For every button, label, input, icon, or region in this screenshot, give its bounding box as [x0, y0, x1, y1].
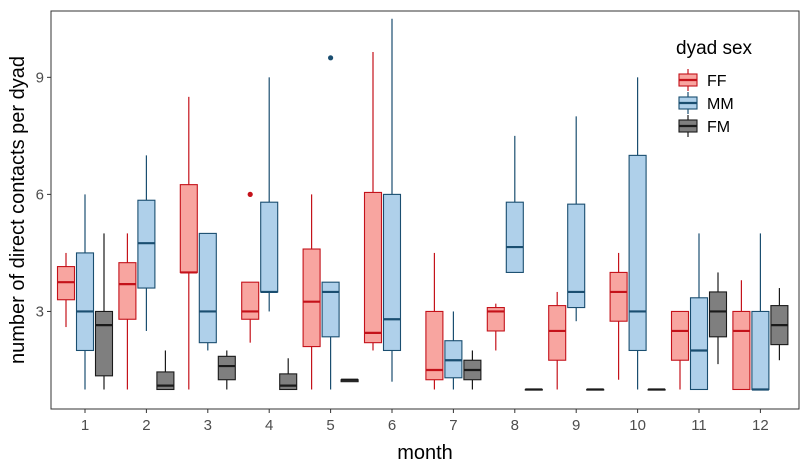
box-body: [279, 373, 298, 391]
box-FF-month-10: [609, 252, 628, 380]
box-FM-month-5: [340, 378, 359, 383]
box-MM-month-3: [198, 232, 217, 351]
box-body: [94, 310, 114, 377]
box-body: [241, 281, 260, 320]
box-FM-month-4: [279, 358, 298, 391]
legend-title: dyad sex: [676, 38, 753, 59]
box-FF-month-9: [548, 291, 567, 390]
box-body: [609, 271, 628, 322]
box-MM-month-8: [505, 135, 524, 273]
box-body: [548, 305, 567, 361]
legend-item-MM: MM: [678, 92, 734, 114]
x-axis: 1 2 3 4 5 6 7 8 9 10 11 12: [81, 409, 769, 434]
box-FM-month-8: [524, 388, 543, 391]
box-body: [628, 154, 647, 352]
legend-label-FF: FF: [707, 73, 727, 90]
box-MM-month-12: [751, 233, 770, 391]
series-FM: [94, 233, 789, 391]
y-tick-label-9: 9: [36, 69, 44, 86]
x-tick-label-9: 9: [572, 417, 580, 434]
box-FF-month-8: [486, 303, 505, 351]
box-FM-month-7: [463, 350, 482, 390]
box-body: [198, 232, 217, 344]
box-body: [302, 248, 321, 348]
series-MM: [75, 18, 770, 391]
box-FF-month-3: [179, 96, 198, 390]
y-axis-title: number of direct contacts per dyad: [7, 56, 29, 364]
box-body: [486, 306, 505, 332]
box-body: [363, 191, 383, 344]
legend-label-FM: FM: [707, 119, 730, 136]
box-body: [505, 201, 524, 273]
x-tick-label-11: 11: [691, 417, 707, 434]
box-FM-month-11: [708, 272, 728, 365]
box-FF-month-11: [670, 310, 690, 390]
box-MM-month-1: [75, 194, 95, 390]
legend-item-FF: FF: [678, 69, 727, 91]
box-series-layer: [56, 18, 789, 391]
box-body: [260, 201, 279, 293]
box-FM-month-3: [217, 350, 236, 390]
box-FF-month-6: [363, 51, 383, 351]
box-body: [751, 310, 770, 391]
box-FM-month-12: [770, 288, 789, 361]
box-FM-month-2: [156, 350, 175, 391]
box-FF-month-5: [302, 194, 321, 390]
box-FM-month-10: [647, 388, 666, 391]
box-body: [670, 310, 690, 361]
x-tick-label-3: 3: [204, 417, 212, 434]
x-axis-title: month: [397, 442, 453, 464]
box-MM-month-9: [567, 116, 586, 322]
box-FF-month-7: [425, 252, 444, 390]
box-MM-month-11: [689, 233, 709, 391]
box-body: [179, 184, 198, 273]
box-MM-month-7: [444, 311, 463, 390]
box-body: [689, 297, 709, 391]
box-body: [217, 355, 236, 381]
x-tick-label-1: 1: [81, 417, 89, 434]
x-tick-label-5: 5: [326, 417, 334, 434]
box-FM-month-9: [586, 388, 605, 391]
box-MM-month-6: [382, 18, 402, 382]
box-MM-month-4: [260, 77, 279, 312]
box-body: [321, 281, 340, 338]
outlier-point-0: [328, 55, 334, 61]
box-FF-month-1: [56, 252, 76, 328]
box-FF-month-4: [241, 191, 260, 343]
box-body: [118, 262, 137, 320]
box-body: [732, 310, 751, 391]
box-FM-month-1: [94, 233, 114, 390]
box-body: [382, 193, 402, 352]
x-tick-label-12: 12: [752, 417, 769, 434]
box-body: [75, 252, 95, 352]
box-body: [156, 371, 175, 391]
x-tick-label-6: 6: [388, 417, 396, 434]
box-MM-month-2: [137, 155, 156, 331]
legend-item-FM: FM: [678, 115, 730, 137]
legend: dyad sex FF MM FM: [676, 38, 753, 137]
x-tick-label-8: 8: [511, 417, 519, 434]
x-tick-label-7: 7: [449, 417, 457, 434]
x-tick-label-10: 10: [629, 417, 646, 434]
legend-items: FF MM FM: [678, 69, 734, 137]
box-body: [708, 291, 728, 338]
x-tick-label-2: 2: [142, 417, 150, 434]
outlier-point-0: [247, 191, 253, 197]
box-FF-month-2: [118, 233, 137, 390]
y-tick-label-3: 3: [36, 303, 44, 320]
y-axis: 3 6 9: [36, 69, 51, 320]
x-tick-label-4: 4: [265, 417, 273, 434]
box-body: [425, 310, 444, 381]
box-MM-month-5: [321, 55, 340, 390]
series-FF: [56, 51, 751, 391]
y-tick-label-6: 6: [36, 186, 44, 203]
box-FF-month-12: [732, 280, 751, 391]
box-MM-month-10: [628, 77, 647, 390]
box-body: [567, 203, 586, 309]
legend-label-MM: MM: [707, 96, 734, 113]
